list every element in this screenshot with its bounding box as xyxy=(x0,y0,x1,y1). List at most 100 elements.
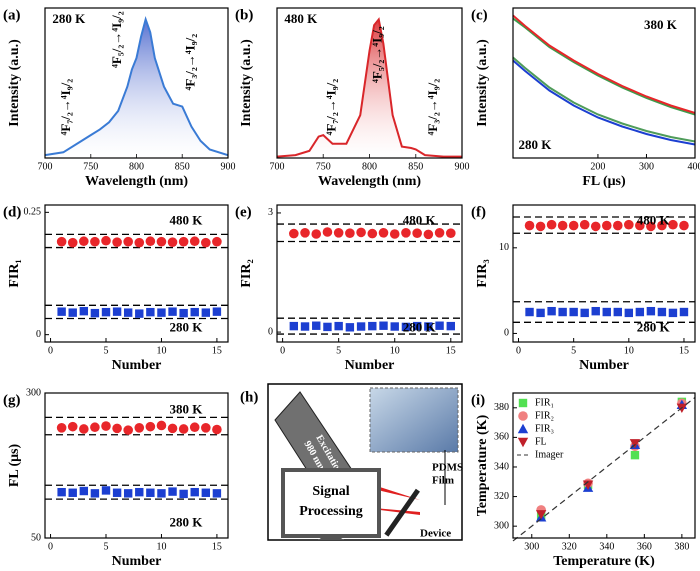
marker xyxy=(356,227,366,238)
marker xyxy=(524,220,535,231)
marker xyxy=(612,220,623,231)
marker xyxy=(613,307,622,317)
x-tick-label: 15 xyxy=(212,345,222,356)
marker xyxy=(289,228,299,239)
line xyxy=(512,59,696,146)
plot-frame xyxy=(44,7,229,159)
y-tick-label: 3 xyxy=(268,207,273,218)
monitor-stand xyxy=(318,536,344,540)
marker xyxy=(679,220,689,231)
marker xyxy=(322,227,333,237)
marker xyxy=(212,424,222,435)
legend-label: FIR₃ xyxy=(535,423,554,434)
x-axis-label: Wavelength (nm) xyxy=(318,174,421,189)
marker xyxy=(389,229,400,239)
x-tick-label: 850 xyxy=(408,161,423,172)
plot-frame xyxy=(512,392,696,539)
marker xyxy=(446,321,455,331)
x-axis-label: Number xyxy=(345,358,395,373)
marker xyxy=(190,307,199,317)
y-tick-label: 380 xyxy=(494,402,509,413)
line xyxy=(512,396,696,542)
marker xyxy=(56,423,67,433)
x-tick-label: 5 xyxy=(104,345,109,356)
x-tick-label: 10 xyxy=(156,345,166,356)
marker xyxy=(367,228,378,239)
marker xyxy=(646,221,656,232)
y-axis-label: Intensity (a.u.) xyxy=(7,39,22,127)
marker xyxy=(345,228,355,238)
marker xyxy=(135,487,144,497)
annotation: ⁴F₃/₂→⁴I₉/₂ xyxy=(182,34,197,91)
marker xyxy=(557,220,568,231)
marker xyxy=(79,486,89,496)
marker xyxy=(79,306,89,316)
panel-label: (a) xyxy=(3,7,21,23)
marker xyxy=(424,322,433,331)
marker xyxy=(57,487,66,497)
y-tick-label: 360 xyxy=(494,432,509,443)
marker xyxy=(646,306,656,316)
device-label: Device xyxy=(420,528,451,540)
marker xyxy=(156,420,167,431)
panel-label: (e) xyxy=(235,204,252,220)
marker xyxy=(568,220,579,231)
marker xyxy=(90,422,100,433)
area xyxy=(45,19,228,158)
annotation: 480 K xyxy=(637,212,671,227)
marker xyxy=(668,308,678,318)
marker xyxy=(624,308,634,318)
x-tick-label: 5 xyxy=(104,541,109,552)
marker xyxy=(300,322,310,331)
y-axis-label: Intensity (a.u.) xyxy=(475,39,490,127)
marker xyxy=(79,236,89,247)
x-tick-label: 300 xyxy=(524,541,539,552)
marker xyxy=(101,421,111,431)
plot-frame xyxy=(44,204,229,343)
line xyxy=(512,14,696,114)
annotation: 280 K xyxy=(518,137,552,152)
marker xyxy=(101,307,111,317)
x-tick-label: 400 xyxy=(688,161,700,172)
x-tick-label: 750 xyxy=(316,161,331,172)
marker xyxy=(79,424,89,434)
x-tick-label: 700 xyxy=(270,161,285,172)
marker xyxy=(390,322,399,331)
marker xyxy=(300,227,310,238)
legend-label: FIR₂ xyxy=(535,410,554,421)
marker xyxy=(517,437,529,448)
marker xyxy=(635,220,645,231)
marker xyxy=(434,227,445,238)
marker xyxy=(345,323,355,332)
annotation: 280 K xyxy=(403,319,437,334)
setup-diagram: (h) Excitation 980 nm PDMS Film Device S… xyxy=(240,383,463,541)
x-axis-label: Number xyxy=(112,554,162,569)
panel-label: (f) xyxy=(471,204,486,220)
marker xyxy=(356,322,366,331)
plot-frame xyxy=(512,204,696,343)
marker xyxy=(101,235,111,246)
marker xyxy=(101,486,111,495)
marker xyxy=(189,236,200,247)
annotation: 480 K xyxy=(403,212,437,227)
marker xyxy=(517,423,529,434)
marker xyxy=(525,307,534,317)
monitor xyxy=(281,468,381,538)
marker xyxy=(412,321,422,331)
x-tick-label: 5 xyxy=(336,345,341,356)
diagram-frame xyxy=(267,383,463,541)
marker xyxy=(112,488,122,497)
marker xyxy=(90,489,100,498)
marker xyxy=(323,322,332,332)
y-axis-label: FIR₁ xyxy=(7,259,22,287)
y-axis-label: Temperature (K) xyxy=(475,414,490,516)
y-tick-label: 0 xyxy=(36,329,41,340)
x-tick-label: 10 xyxy=(390,345,400,356)
annotation: 280 K xyxy=(169,514,203,529)
marker xyxy=(657,220,667,231)
y-axis-label: Intensity (a.u.) xyxy=(239,39,254,127)
panel-label: (b) xyxy=(235,7,253,23)
marker xyxy=(546,219,557,230)
y-tick-label: 0.25 xyxy=(24,207,42,218)
area xyxy=(277,19,462,158)
